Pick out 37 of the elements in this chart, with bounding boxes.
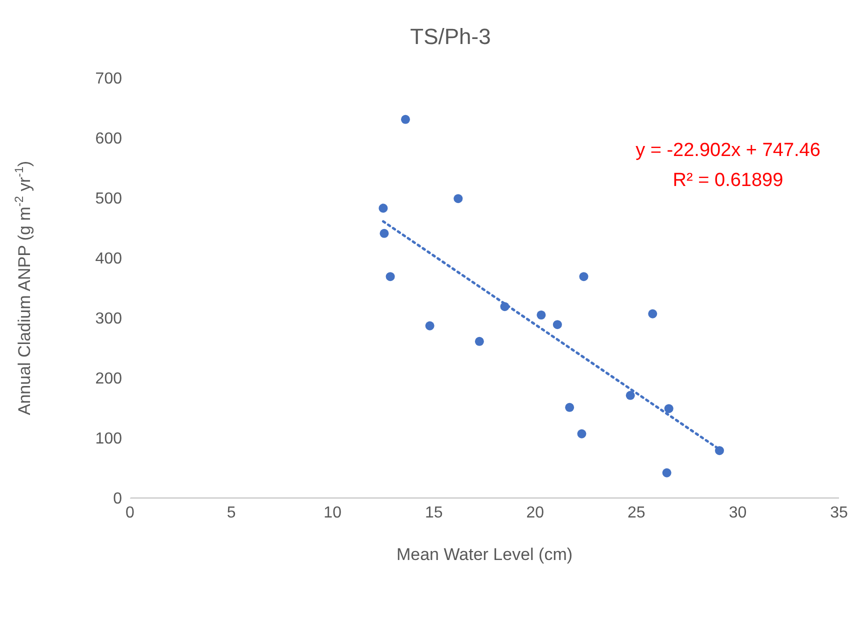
x-tick-label: 5 xyxy=(226,504,236,522)
point xyxy=(648,309,658,318)
x-tick-label: 25 xyxy=(628,504,646,522)
x-tick-label: 15 xyxy=(424,504,443,522)
point xyxy=(552,320,562,330)
point xyxy=(662,468,672,478)
point xyxy=(454,194,463,204)
point xyxy=(378,204,388,213)
point xyxy=(577,429,586,438)
point xyxy=(565,402,574,412)
y-tick-label: 0 xyxy=(113,490,122,508)
regression-equation-text: y = -22.902x + 747.46 R² = 0.61899 xyxy=(568,128,861,208)
y-tick-label: 300 xyxy=(95,310,122,328)
x-tick-label: 20 xyxy=(526,504,544,522)
point xyxy=(664,404,674,414)
point xyxy=(380,228,389,238)
x-tick-label: 35 xyxy=(830,504,848,522)
chart-title: TS/Ph-3 xyxy=(410,24,491,49)
point xyxy=(400,114,410,124)
point xyxy=(579,272,588,282)
y-tick-label: 100 xyxy=(95,430,122,448)
x-tick-label: 0 xyxy=(126,504,135,522)
point xyxy=(714,446,724,456)
x-tick-label: 10 xyxy=(324,504,342,522)
y-tick-label: 500 xyxy=(95,190,122,208)
y-tick-label: 200 xyxy=(95,370,122,388)
point xyxy=(500,302,510,312)
point xyxy=(626,390,635,400)
point xyxy=(386,272,395,282)
y-tick-label: 600 xyxy=(95,130,122,148)
point xyxy=(536,310,546,320)
x-axis-title: Mean Water Level (cm) xyxy=(396,545,573,564)
point xyxy=(474,336,484,346)
point xyxy=(425,321,434,330)
y-tick-label: 700 xyxy=(95,70,122,88)
y-tick-label: 400 xyxy=(95,250,122,268)
x-tick-label: 30 xyxy=(728,504,747,522)
